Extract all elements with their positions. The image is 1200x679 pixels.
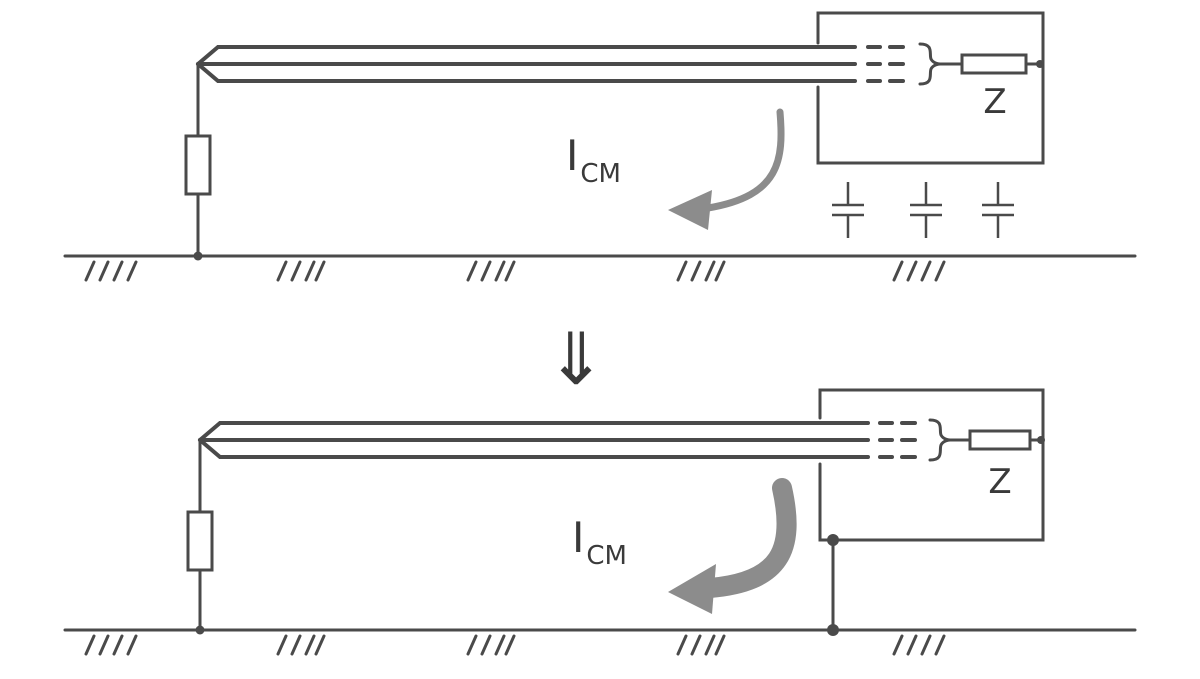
bottom-cable bbox=[198, 421, 917, 459]
bottom-current-label: ICM bbox=[572, 513, 627, 571]
top-panel: Z ICM bbox=[63, 11, 1137, 282]
ground-hatch bbox=[466, 260, 516, 282]
bottom-panel: Z ICM bbox=[63, 388, 1137, 656]
ground-hatch bbox=[892, 260, 946, 282]
bottom-bond-node-ground bbox=[827, 624, 839, 636]
top-ground-node bbox=[193, 251, 203, 261]
bottom-conductor-brace bbox=[928, 418, 951, 462]
ground-hatch bbox=[84, 634, 138, 656]
top-current-arrowhead bbox=[668, 190, 712, 230]
bottom-load-impedance bbox=[968, 429, 1032, 451]
transition-arrow-icon: ⇓ bbox=[546, 317, 606, 401]
top-ground-hatches bbox=[84, 260, 946, 282]
ground-hatch bbox=[892, 634, 946, 656]
top-source-resistor bbox=[184, 134, 212, 196]
bottom-load-label: Z bbox=[988, 462, 1011, 502]
top-load-impedance bbox=[960, 53, 1028, 75]
top-conductor-brace bbox=[918, 42, 941, 86]
bottom-current-arrowhead bbox=[668, 564, 716, 614]
bottom-current-arrow bbox=[700, 478, 797, 598]
top-cable bbox=[196, 45, 905, 83]
ground-hatch bbox=[466, 634, 516, 656]
top-parasitic-capacitors bbox=[832, 182, 1014, 238]
top-current-label: ICM bbox=[566, 131, 621, 189]
top-load-node bbox=[1036, 60, 1044, 68]
top-enclosure bbox=[816, 11, 1045, 165]
bottom-load-node bbox=[1037, 436, 1045, 444]
ground-hatch bbox=[84, 260, 138, 282]
bottom-source-resistor bbox=[186, 510, 214, 572]
bottom-enclosure bbox=[818, 388, 1045, 542]
bottom-ground-hatches bbox=[84, 634, 946, 656]
top-current-arrow bbox=[704, 108, 785, 212]
parasitic-capacitor bbox=[982, 182, 1014, 238]
parasitic-capacitor bbox=[832, 182, 864, 238]
ground-hatch bbox=[676, 634, 726, 656]
ground-hatch bbox=[276, 260, 326, 282]
ground-hatch bbox=[676, 260, 726, 282]
top-load-label: Z bbox=[983, 82, 1006, 122]
bottom-ground-node bbox=[195, 625, 205, 635]
ground-hatch bbox=[276, 634, 326, 656]
parasitic-capacitor bbox=[910, 182, 942, 238]
bottom-bond-node-top bbox=[827, 534, 839, 546]
